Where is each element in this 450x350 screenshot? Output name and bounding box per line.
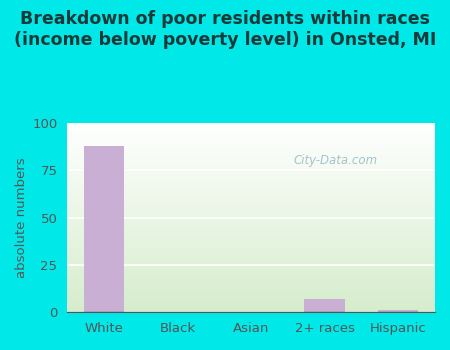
Y-axis label: absolute numbers: absolute numbers xyxy=(15,157,28,278)
Text: Breakdown of poor residents within races
(income below poverty level) in Onsted,: Breakdown of poor residents within races… xyxy=(14,10,436,49)
Text: City-Data.com: City-Data.com xyxy=(293,154,378,167)
Bar xyxy=(84,146,124,312)
Bar xyxy=(378,310,419,312)
Bar xyxy=(304,299,345,312)
